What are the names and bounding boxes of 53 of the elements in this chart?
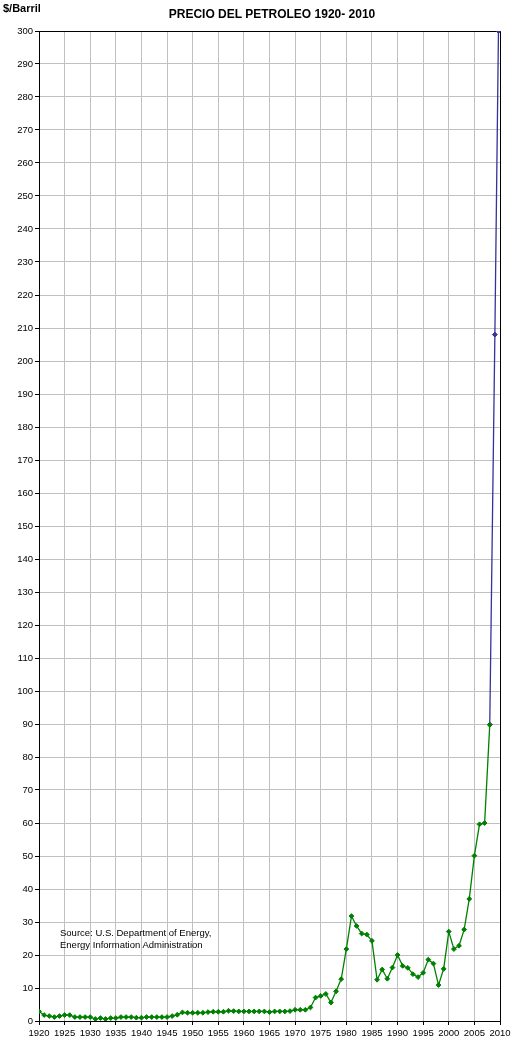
y-tick-label: 290 (17, 57, 33, 69)
x-tick-label: 1960 (233, 1027, 255, 1039)
x-tick-label: 1940 (130, 1027, 153, 1039)
y-tick-label: 50 (22, 849, 33, 861)
y-tick-label: 240 (17, 222, 33, 234)
x-tick-label: 1950 (182, 1027, 204, 1039)
x-tick-label: 1980 (335, 1027, 357, 1039)
y-tick-label: 220 (17, 288, 33, 300)
y-tick-label: 150 (17, 519, 33, 531)
x-tick-label: 1955 (207, 1027, 229, 1039)
y-tick-label: 100 (17, 684, 33, 696)
y-tick-label: 20 (22, 948, 33, 960)
x-tick-label: 1935 (105, 1027, 127, 1039)
y-tick-label: 90 (22, 717, 33, 729)
x-tick-label: 2005 (463, 1027, 485, 1039)
y-tick-label: 300 (17, 24, 33, 36)
x-tick-label: 1995 (412, 1027, 434, 1039)
y-tick-label: 30 (22, 915, 33, 927)
y-tick-label: 270 (17, 123, 33, 135)
y-tick-label: 130 (17, 585, 33, 597)
y-tick-label: 230 (17, 255, 33, 267)
x-tick-label: 1975 (310, 1027, 332, 1039)
y-tick-label: 140 (17, 552, 33, 564)
y-tick-label: 120 (17, 618, 33, 630)
y-tick-label: 70 (22, 783, 33, 795)
y-tick-label: 60 (22, 816, 33, 828)
x-tick-label: 1985 (361, 1027, 383, 1039)
y-tick-label: 40 (22, 882, 33, 894)
y-tick-label: 110 (17, 651, 33, 663)
y-tick-label: 260 (17, 156, 33, 168)
chart-title: PRECIO DEL PETROLEO 1920- 2010 (168, 7, 376, 22)
y-tick-label: 10 (22, 981, 33, 993)
y-axis-title: $/Barril (3, 2, 41, 15)
y-tick-label: 160 (17, 486, 33, 498)
annotation: Source: U.S. Department of Energy, Energy Information Administration (60, 927, 213, 951)
y-tick-label: 170 (17, 453, 33, 465)
y-tick-label: 80 (22, 750, 33, 762)
x-tick-label: 1920 (28, 1027, 50, 1039)
x-tick-label: 1930 (79, 1027, 101, 1039)
x-tick-label: 1945 (156, 1027, 178, 1039)
x-tick-label: 1925 (54, 1027, 76, 1039)
y-tick-label: 0 (27, 1014, 33, 1026)
y-tick-label: 190 (17, 387, 33, 399)
x-tick-label: 2000 (438, 1027, 460, 1039)
x-tick-label: 1970 (284, 1027, 306, 1039)
y-tick-label: 280 (17, 90, 33, 102)
y-tick-label: 250 (17, 189, 33, 201)
y-tick-label: 200 (17, 354, 33, 366)
x-tick-label: 2010 (489, 1027, 511, 1039)
x-tick-label: 1990 (386, 1027, 409, 1039)
y-tick-label: 210 (17, 321, 33, 333)
x-tick-label: 1965 (258, 1027, 281, 1039)
y-tick-label: 180 (17, 420, 33, 432)
